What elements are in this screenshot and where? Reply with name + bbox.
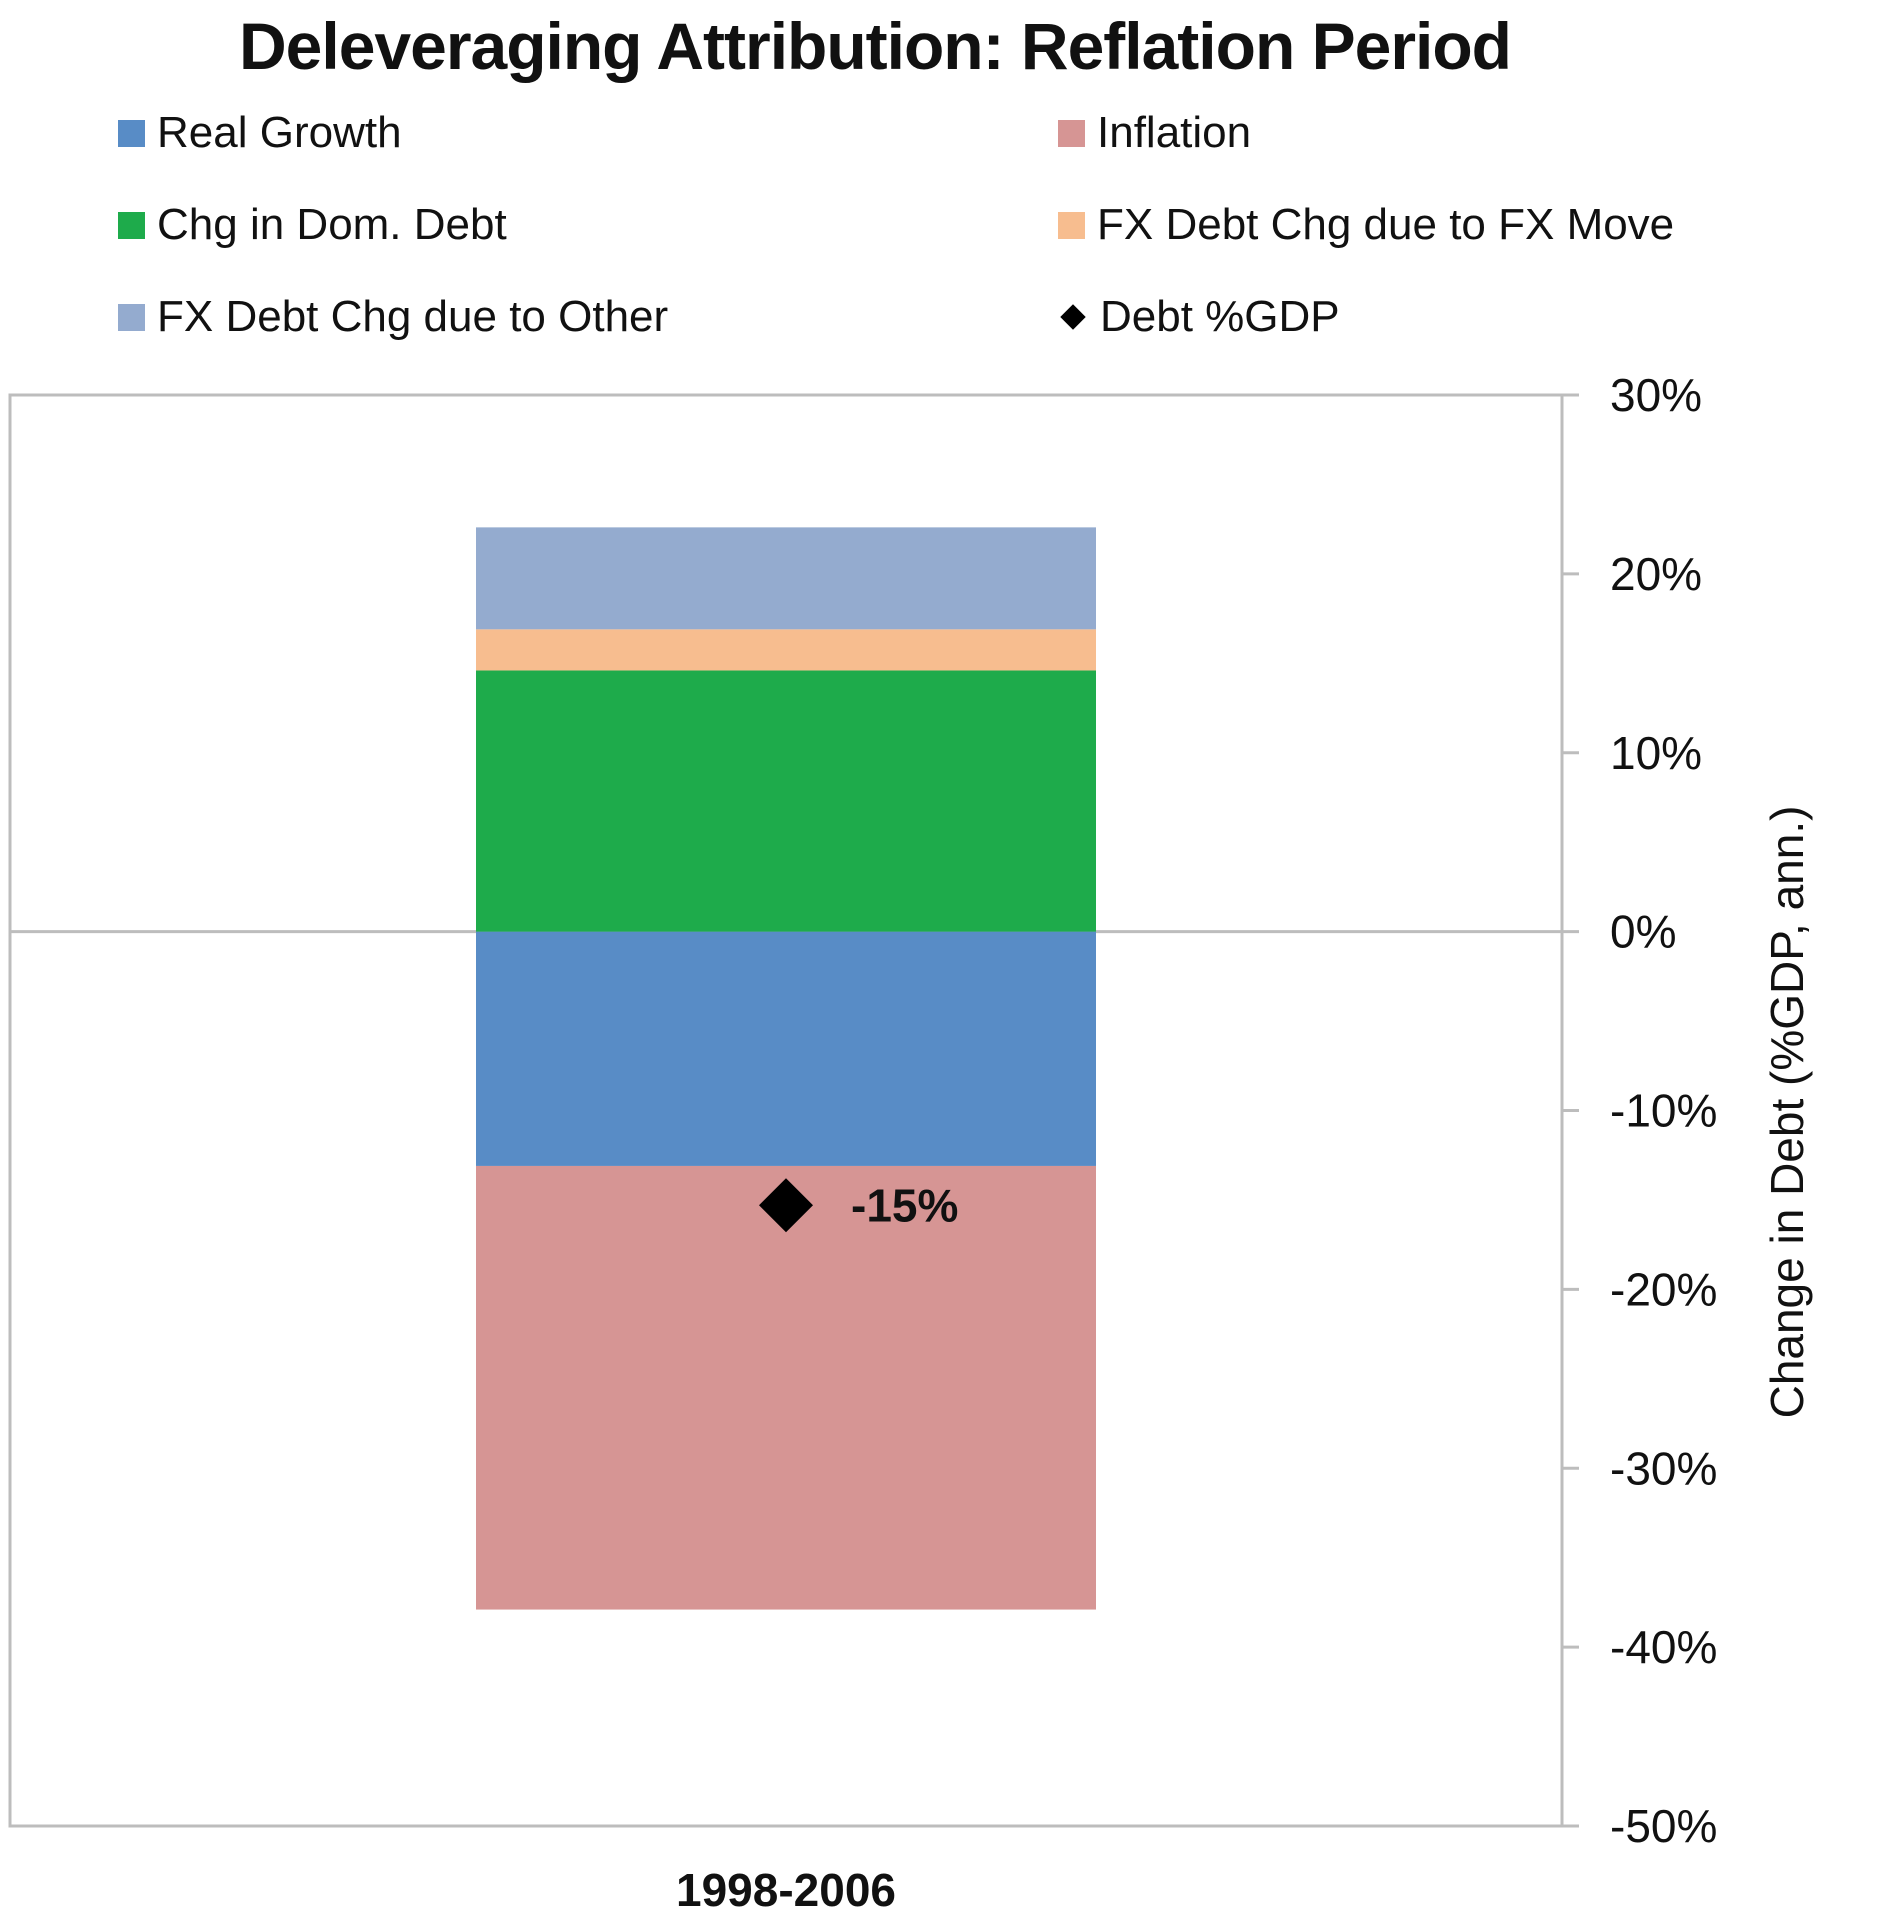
bar-segment-fx-debt-chg-due-to-fx-move bbox=[476, 629, 1096, 671]
legend-item-inflation: Inflation bbox=[1058, 108, 1251, 158]
legend-label-debt-gdp: Debt %GDP bbox=[1100, 292, 1340, 341]
bar-segment-chg-in-dom-debt bbox=[476, 670, 1096, 932]
y-tick-label: -50% bbox=[1610, 1800, 1717, 1852]
legend-swatch-real-growth bbox=[118, 119, 145, 147]
chart-title: Deleveraging Attribution: Reflation Peri… bbox=[239, 9, 1512, 83]
legend-swatch-inflation bbox=[1058, 119, 1085, 147]
legend-label-fx-other: FX Debt Chg due to Other bbox=[157, 292, 669, 341]
y-tick-label: 20% bbox=[1610, 548, 1702, 600]
x-category-label: 1998-2006 bbox=[676, 1864, 896, 1916]
y-axis: 30% 20% 10% 0% -10% -20% -30% -40% -50% bbox=[1562, 369, 1717, 1852]
legend-swatch-fx-other bbox=[118, 303, 145, 331]
legend-item-real-growth: Real Growth bbox=[118, 108, 402, 158]
stacked-bars bbox=[476, 527, 1096, 1610]
y-tick-label: 30% bbox=[1610, 369, 1702, 421]
y-tick-label: 10% bbox=[1610, 727, 1702, 779]
marker-layer: -15% bbox=[759, 1178, 958, 1233]
bar-segment-real-growth bbox=[476, 931, 1096, 1166]
legend-label-dom-debt: Chg in Dom. Debt bbox=[157, 200, 507, 249]
legend-label-fx-move: FX Debt Chg due to FX Move bbox=[1097, 200, 1675, 249]
legend-swatch-fx-move bbox=[1058, 211, 1085, 239]
y-tick-label: -40% bbox=[1610, 1621, 1717, 1673]
marker-debt-gdp bbox=[759, 1178, 813, 1233]
y-axis-label: Change in Debt (%GDP, ann.) bbox=[1761, 806, 1813, 1419]
y-tick-label: 0% bbox=[1610, 906, 1676, 958]
y-tick-label: -20% bbox=[1610, 1263, 1717, 1315]
legend-item-dom-debt: Chg in Dom. Debt bbox=[118, 200, 507, 250]
bar-segment-inflation bbox=[476, 1165, 1096, 1610]
legend-item-debt-gdp: Debt %GDP bbox=[1058, 292, 1340, 342]
legend-item-fx-move: FX Debt Chg due to FX Move bbox=[1058, 200, 1674, 250]
marker-data-label: -15% bbox=[851, 1179, 958, 1231]
legend-label-real-growth: Real Growth bbox=[157, 108, 402, 157]
bar-segment-fx-debt-chg-due-to-other bbox=[476, 527, 1096, 630]
y-tick-label: -30% bbox=[1610, 1442, 1717, 1494]
legend-swatch-dom-debt bbox=[118, 211, 145, 239]
y-tick-label: -10% bbox=[1610, 1085, 1717, 1137]
legend-label-inflation: Inflation bbox=[1097, 108, 1252, 157]
legend-item-fx-other: FX Debt Chg due to Other bbox=[118, 292, 668, 342]
